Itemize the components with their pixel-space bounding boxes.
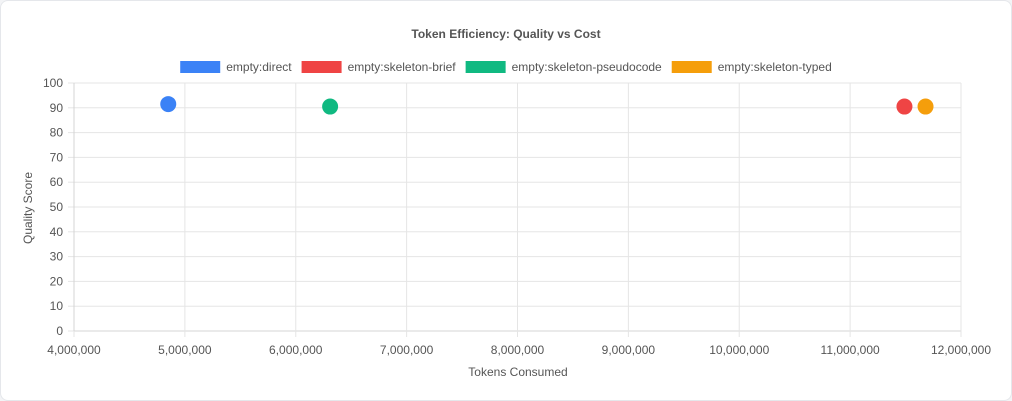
y-tick-label: 0 bbox=[56, 324, 63, 338]
data-point[interactable] bbox=[322, 98, 339, 115]
y-tick-label: 30 bbox=[50, 250, 64, 264]
x-axis-ticks: 4,000,000 5,000,000 6,000,000 7,000,000 8,00… bbox=[47, 343, 991, 357]
legend-swatch bbox=[180, 61, 221, 73]
y-axis-ticks: 0 10 20 30 40 50 60 70 80 90 100 bbox=[43, 76, 63, 338]
x-tick-label: 4,000,000 bbox=[47, 343, 101, 357]
y-tick-label: 60 bbox=[50, 175, 64, 189]
legend-swatch bbox=[671, 61, 712, 73]
legend-label: empty:skeleton-typed bbox=[718, 60, 832, 74]
legend-swatch bbox=[301, 61, 342, 73]
y-tick-label: 100 bbox=[43, 76, 63, 90]
chart-title: Token Efficiency: Quality vs Cost bbox=[411, 27, 600, 41]
data-point[interactable] bbox=[896, 98, 913, 115]
legend-item[interactable]: empty:skeleton-pseudocode bbox=[465, 60, 662, 74]
grid bbox=[68, 82, 962, 337]
data-point[interactable] bbox=[160, 96, 177, 113]
x-tick-label: 12,000,000 bbox=[931, 343, 991, 357]
x-tick-label: 8,000,000 bbox=[491, 343, 545, 357]
y-tick-label: 90 bbox=[50, 101, 64, 115]
legend-item[interactable]: empty:skeleton-brief bbox=[301, 60, 457, 74]
x-tick-label: 9,000,000 bbox=[602, 343, 656, 357]
x-tick-label: 6,000,000 bbox=[269, 343, 323, 357]
data-points bbox=[160, 96, 934, 115]
legend: empty:direct empty:skeleton-brief empty:sk… bbox=[180, 60, 832, 74]
y-tick-label: 70 bbox=[50, 150, 64, 164]
legend-item[interactable]: empty:direct bbox=[180, 60, 292, 74]
data-point[interactable] bbox=[917, 98, 934, 115]
y-tick-label: 40 bbox=[50, 225, 64, 239]
y-tick-label: 10 bbox=[50, 299, 64, 313]
x-tick-label: 7,000,000 bbox=[380, 343, 434, 357]
legend-label: empty:direct bbox=[226, 60, 292, 74]
legend-item[interactable]: empty:skeleton-typed bbox=[671, 60, 832, 74]
y-tick-label: 20 bbox=[50, 274, 64, 288]
y-tick-label: 50 bbox=[50, 200, 64, 214]
y-axis-title: Quality Score bbox=[21, 172, 35, 244]
x-axis-title: Tokens Consumed bbox=[468, 365, 567, 379]
legend-label: empty:skeleton-brief bbox=[348, 60, 457, 74]
y-tick-label: 80 bbox=[50, 126, 64, 140]
x-tick-label: 11,000,000 bbox=[821, 343, 880, 357]
x-tick-label: 10,000,000 bbox=[709, 343, 769, 357]
x-tick-label: 5,000,000 bbox=[158, 343, 212, 357]
legend-swatch bbox=[465, 61, 506, 73]
legend-label: empty:skeleton-pseudocode bbox=[512, 60, 662, 74]
